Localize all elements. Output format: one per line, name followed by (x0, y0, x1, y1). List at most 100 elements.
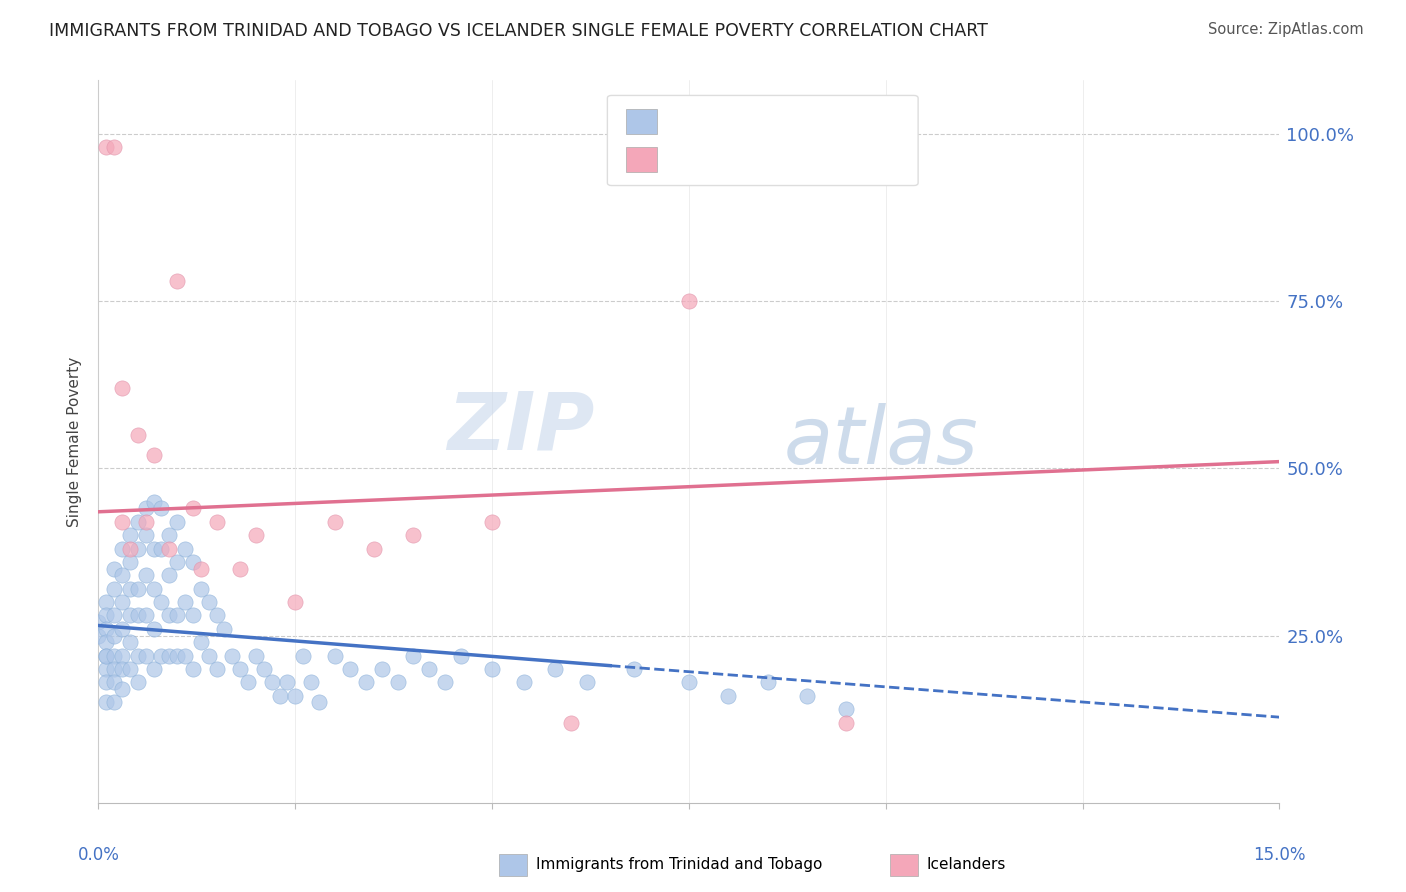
Point (174, 595, 197, 609)
Point (166, 648, 188, 663)
Point (229, 662, 252, 676)
Point (284, 595, 307, 609)
Point (135, 501, 157, 516)
Point (96, 595, 118, 609)
Point (284, 689, 307, 703)
Point (157, 648, 180, 663)
Point (111, 648, 134, 663)
Point (135, 648, 157, 663)
Point (623, 662, 645, 676)
Point (127, 608, 149, 623)
Point (96, 696, 118, 710)
Text: 0.101: 0.101 (713, 150, 763, 168)
Point (118, 608, 141, 623)
Point (142, 448, 165, 462)
Point (387, 675, 409, 690)
Text: Source: ZipAtlas.com: Source: ZipAtlas.com (1208, 22, 1364, 37)
Point (253, 662, 276, 676)
Point (142, 494, 165, 508)
Point (118, 541, 141, 556)
Point (796, 689, 818, 703)
Point (354, 675, 377, 690)
Point (103, 140, 125, 154)
Point (103, 628, 125, 642)
Point (103, 696, 125, 710)
Point (111, 662, 134, 676)
Point (835, 715, 858, 730)
Point (96, 635, 118, 649)
Point (166, 608, 188, 623)
Point (135, 528, 157, 542)
Point (118, 528, 141, 542)
Text: N =: N = (785, 150, 824, 168)
Point (103, 675, 125, 690)
Point (166, 515, 188, 529)
Point (481, 662, 503, 676)
Point (87, 615, 110, 630)
Point (756, 675, 779, 690)
Point (197, 648, 219, 663)
Point (205, 662, 228, 676)
Point (181, 555, 204, 569)
Point (157, 568, 180, 582)
Point (157, 541, 180, 556)
Point (127, 648, 149, 663)
Point (127, 541, 149, 556)
Text: 15.0%: 15.0% (1253, 847, 1306, 864)
Point (96, 140, 118, 154)
Point (111, 568, 134, 582)
Point (190, 635, 212, 649)
Point (135, 515, 157, 529)
Point (174, 541, 197, 556)
Point (142, 622, 165, 636)
Point (103, 662, 125, 676)
Point (236, 675, 259, 690)
Point (323, 648, 346, 663)
Point (308, 696, 330, 710)
Point (150, 595, 173, 609)
Point (190, 562, 212, 576)
Text: 0.0%: 0.0% (77, 847, 120, 864)
Text: R =: R = (665, 150, 704, 168)
Point (276, 675, 298, 690)
Point (835, 702, 858, 716)
Point (512, 675, 534, 690)
Text: Icelanders: Icelanders (927, 857, 1005, 871)
Point (190, 582, 212, 596)
Point (96, 648, 118, 663)
Point (323, 515, 346, 529)
Point (181, 662, 204, 676)
Point (118, 582, 141, 596)
Point (157, 528, 180, 542)
Point (181, 501, 204, 516)
Point (229, 562, 252, 576)
Point (205, 515, 228, 529)
Text: ZIP: ZIP (447, 388, 595, 467)
Point (103, 648, 125, 663)
Point (402, 648, 425, 663)
Point (339, 662, 361, 676)
Point (174, 648, 197, 663)
Point (142, 541, 165, 556)
Point (111, 595, 134, 609)
Point (299, 675, 322, 690)
Point (363, 541, 385, 556)
Point (678, 675, 700, 690)
Point (103, 582, 125, 596)
Point (197, 595, 219, 609)
Point (433, 675, 456, 690)
Point (481, 515, 503, 529)
Point (560, 715, 582, 730)
Point (245, 648, 267, 663)
Point (166, 274, 188, 288)
Point (717, 689, 740, 703)
Point (150, 541, 173, 556)
Point (450, 648, 472, 663)
Point (575, 675, 598, 690)
Point (150, 648, 173, 663)
Point (678, 294, 700, 309)
Point (96, 662, 118, 676)
Point (150, 501, 173, 516)
Point (142, 582, 165, 596)
Point (269, 689, 291, 703)
